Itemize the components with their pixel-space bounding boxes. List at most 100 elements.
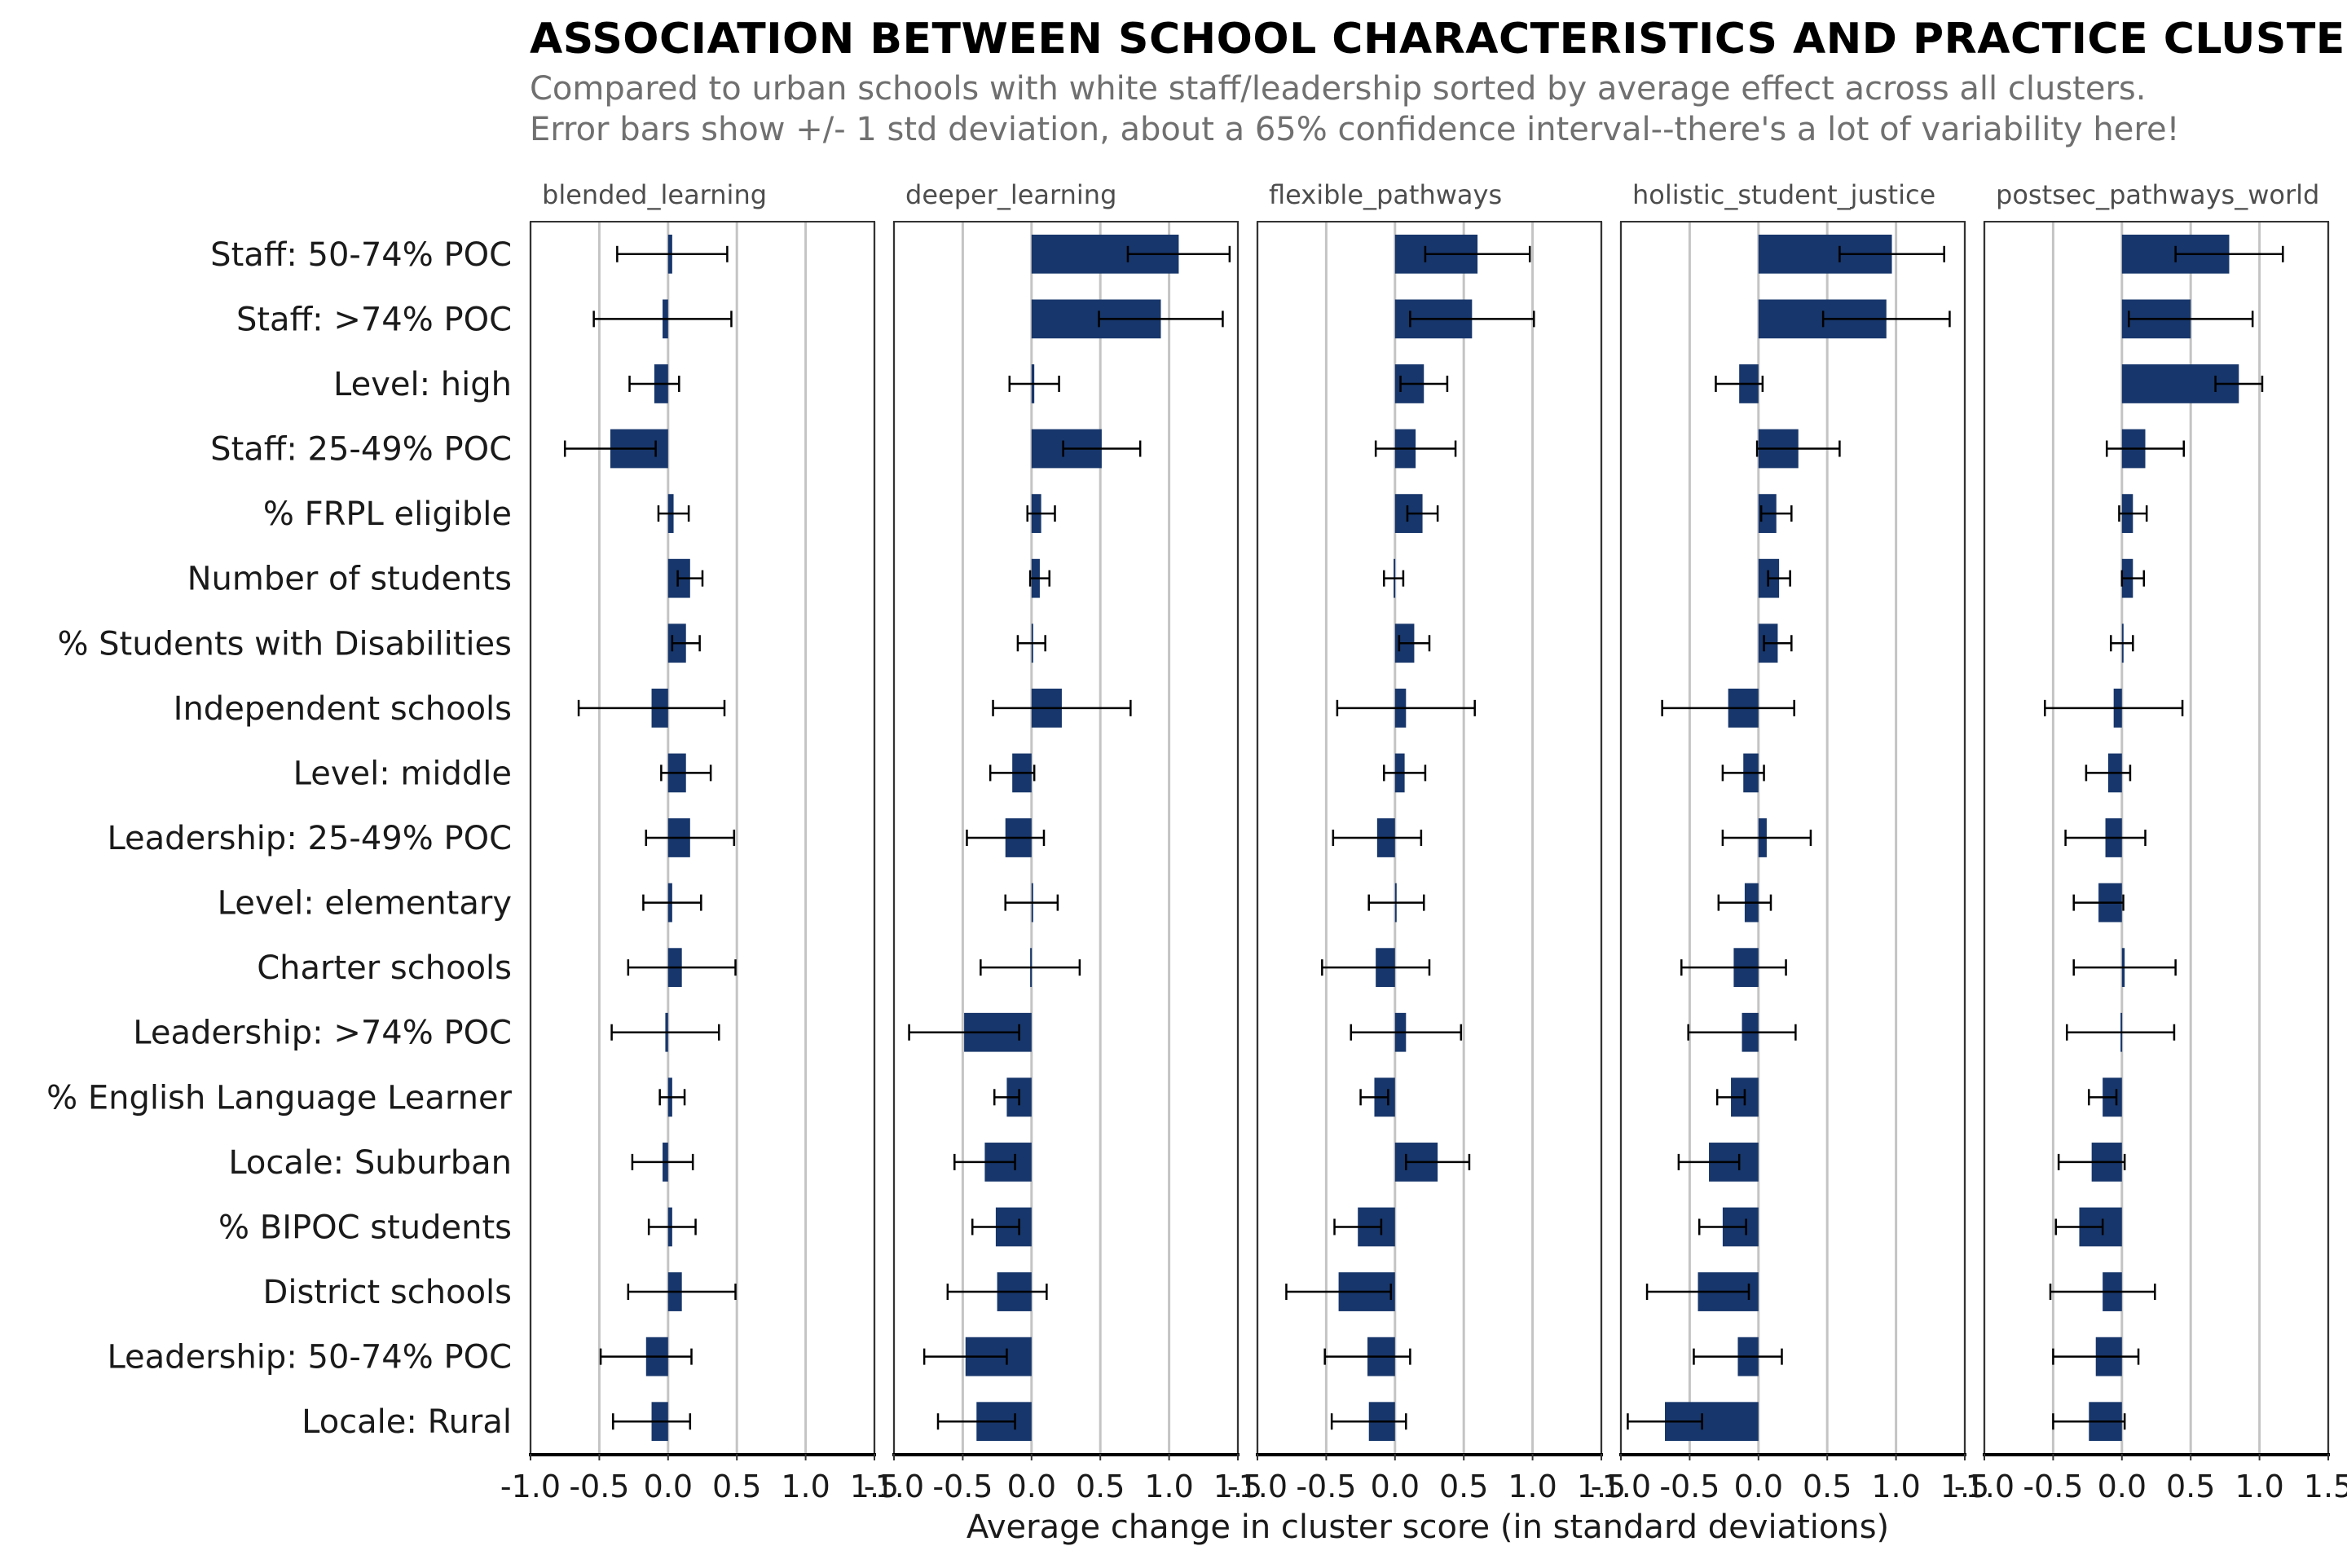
error-bar: [1383, 764, 1427, 782]
x-tick-label: 0.0: [644, 1469, 693, 1504]
error-bar: [1693, 1348, 1783, 1365]
x-tick-label: 0.0: [1007, 1469, 1056, 1504]
error-bar: [1763, 635, 1793, 652]
x-tick-label: 0.0: [1371, 1469, 1420, 1504]
error-bar: [1627, 1413, 1703, 1430]
error-bar: [2054, 1218, 2104, 1235]
error-bar: [953, 1153, 1016, 1170]
category-label: Independent schools: [174, 690, 512, 728]
category-label: Charter schools: [257, 949, 512, 987]
error-bar: [2052, 1348, 2140, 1365]
panel-strip-label: flexible_pathways: [1269, 179, 1502, 210]
error-bar: [1323, 1348, 1411, 1365]
category-label: Level: middle: [293, 755, 512, 792]
panel-strip-label: holistic_student_justice: [1632, 179, 1935, 210]
error-bar: [1398, 635, 1431, 652]
panel-postsec-pathways-world: postsec_pathways_world -1.0 -0.5 0.0 0.5 1.0 1…: [1954, 179, 2347, 1504]
error-bar: [660, 764, 712, 782]
category-label: District schools: [263, 1274, 512, 1311]
error-bar: [1715, 1089, 1746, 1106]
category-label: % FRPL eligible: [263, 496, 512, 533]
error-bar: [946, 1284, 1048, 1301]
error-bar: [1098, 311, 1224, 328]
error-bar: [1399, 375, 1449, 392]
category-label: Leadership: 50-74% POC: [107, 1339, 512, 1376]
error-bar: [1645, 1284, 1750, 1301]
error-bar: [1028, 570, 1050, 587]
error-bar: [2118, 505, 2148, 522]
error-bar: [2085, 764, 2132, 782]
x-tick-label: 0.5: [2166, 1469, 2215, 1504]
x-tick-label: -0.5: [1659, 1469, 1720, 1504]
error-bar: [1721, 830, 1812, 846]
panel-border: [1257, 221, 1602, 1455]
error-bar: [627, 959, 737, 976]
error-bar: [1004, 894, 1059, 911]
x-tick-label: 1.5: [1213, 1469, 1262, 1504]
error-bar: [610, 1024, 720, 1041]
x-tick-label: 1.0: [781, 1469, 830, 1504]
x-tick-label: -1.0: [500, 1469, 561, 1504]
error-bar: [1755, 440, 1841, 457]
x-tick-label: 1.0: [1508, 1469, 1557, 1504]
panel-blended-learning: blended_learning -1.0 -0.5 0.0 0.5 1.0 1.5: [500, 179, 899, 1504]
category-labels: Staff: 50-74% POC Staff: >74% POC Level: h…: [46, 236, 512, 1441]
error-bar: [658, 1089, 686, 1106]
error-bar: [2064, 830, 2147, 846]
x-tick-label: 1.0: [2235, 1469, 2283, 1504]
error-bar: [1759, 505, 1793, 522]
error-bar: [2072, 894, 2125, 911]
panel-deeper-learning: deeper_learning -1.0 -0.5 0.0 0.5 1.0 1.5: [864, 179, 1262, 1504]
x-tick-label: -0.5: [2023, 1469, 2083, 1504]
x-tick-label: 0.0: [1734, 1469, 1783, 1504]
error-bar: [1359, 1089, 1389, 1106]
error-bar: [647, 1218, 697, 1235]
chart-subtitle-line-2: Error bars show +/- 1 std deviation, abo…: [530, 111, 2180, 148]
x-axis-title: Average change in cluster score (in stan…: [967, 1509, 1889, 1546]
error-bar: [1383, 570, 1405, 587]
error-bar: [592, 311, 733, 328]
error-bar: [1330, 1413, 1407, 1430]
error-bar: [1698, 1218, 1747, 1235]
error-bar: [563, 440, 657, 457]
error-bar: [642, 894, 702, 911]
error-bar: [1687, 1024, 1797, 1041]
error-bar: [1767, 570, 1791, 587]
error-bar: [2057, 1153, 2126, 1170]
x-tick-label: 1.0: [1871, 1469, 1920, 1504]
error-bar: [2052, 1413, 2126, 1430]
category-label: Leadership: >74% POC: [133, 1015, 512, 1052]
x-tick-label: -1.0: [1227, 1469, 1288, 1504]
error-bar: [1285, 1284, 1392, 1301]
error-bar: [1821, 311, 1951, 328]
error-bar: [971, 1218, 1020, 1235]
error-bar: [577, 699, 726, 716]
panels-group: blended_learning-1.0 -0.5 0.0 0.5 1.0 1.5deep…: [500, 179, 2347, 1504]
error-bar: [1321, 959, 1431, 976]
category-label: % BIPOC students: [218, 1209, 512, 1246]
panel-flexible-pathways: flexible_pathways -1.0 -0.5 0.0 0.5 1.0 1.5: [1227, 179, 1626, 1504]
error-bar: [616, 245, 729, 262]
x-tick-label: 1.0: [1144, 1469, 1193, 1504]
chart-title: ASSOCIATION BETWEEN SCHOOL CHARACTERISTI…: [530, 15, 2347, 64]
error-bar: [1680, 959, 1787, 976]
error-bar: [1350, 1024, 1463, 1041]
category-label: Number of students: [187, 561, 512, 598]
x-tick-label: 1.5: [2304, 1469, 2347, 1504]
category-label: Staff: 50-74% POC: [210, 236, 512, 274]
error-bar: [645, 830, 736, 846]
error-bar: [923, 1348, 1008, 1365]
error-bar: [1332, 830, 1423, 846]
error-bar: [1374, 440, 1457, 457]
error-bar: [1717, 894, 1772, 911]
x-tick-label: 1.5: [1577, 1469, 1626, 1504]
error-bar: [2049, 1284, 2156, 1301]
error-bar: [657, 505, 690, 522]
error-bar: [2214, 375, 2264, 392]
error-bar: [1062, 440, 1142, 457]
error-bar: [1008, 375, 1060, 392]
panel-strip-label: blended_learning: [542, 179, 767, 210]
error-bar: [631, 1153, 694, 1170]
panel-border: [893, 221, 1239, 1455]
x-tick-label: -1.0: [864, 1469, 924, 1504]
